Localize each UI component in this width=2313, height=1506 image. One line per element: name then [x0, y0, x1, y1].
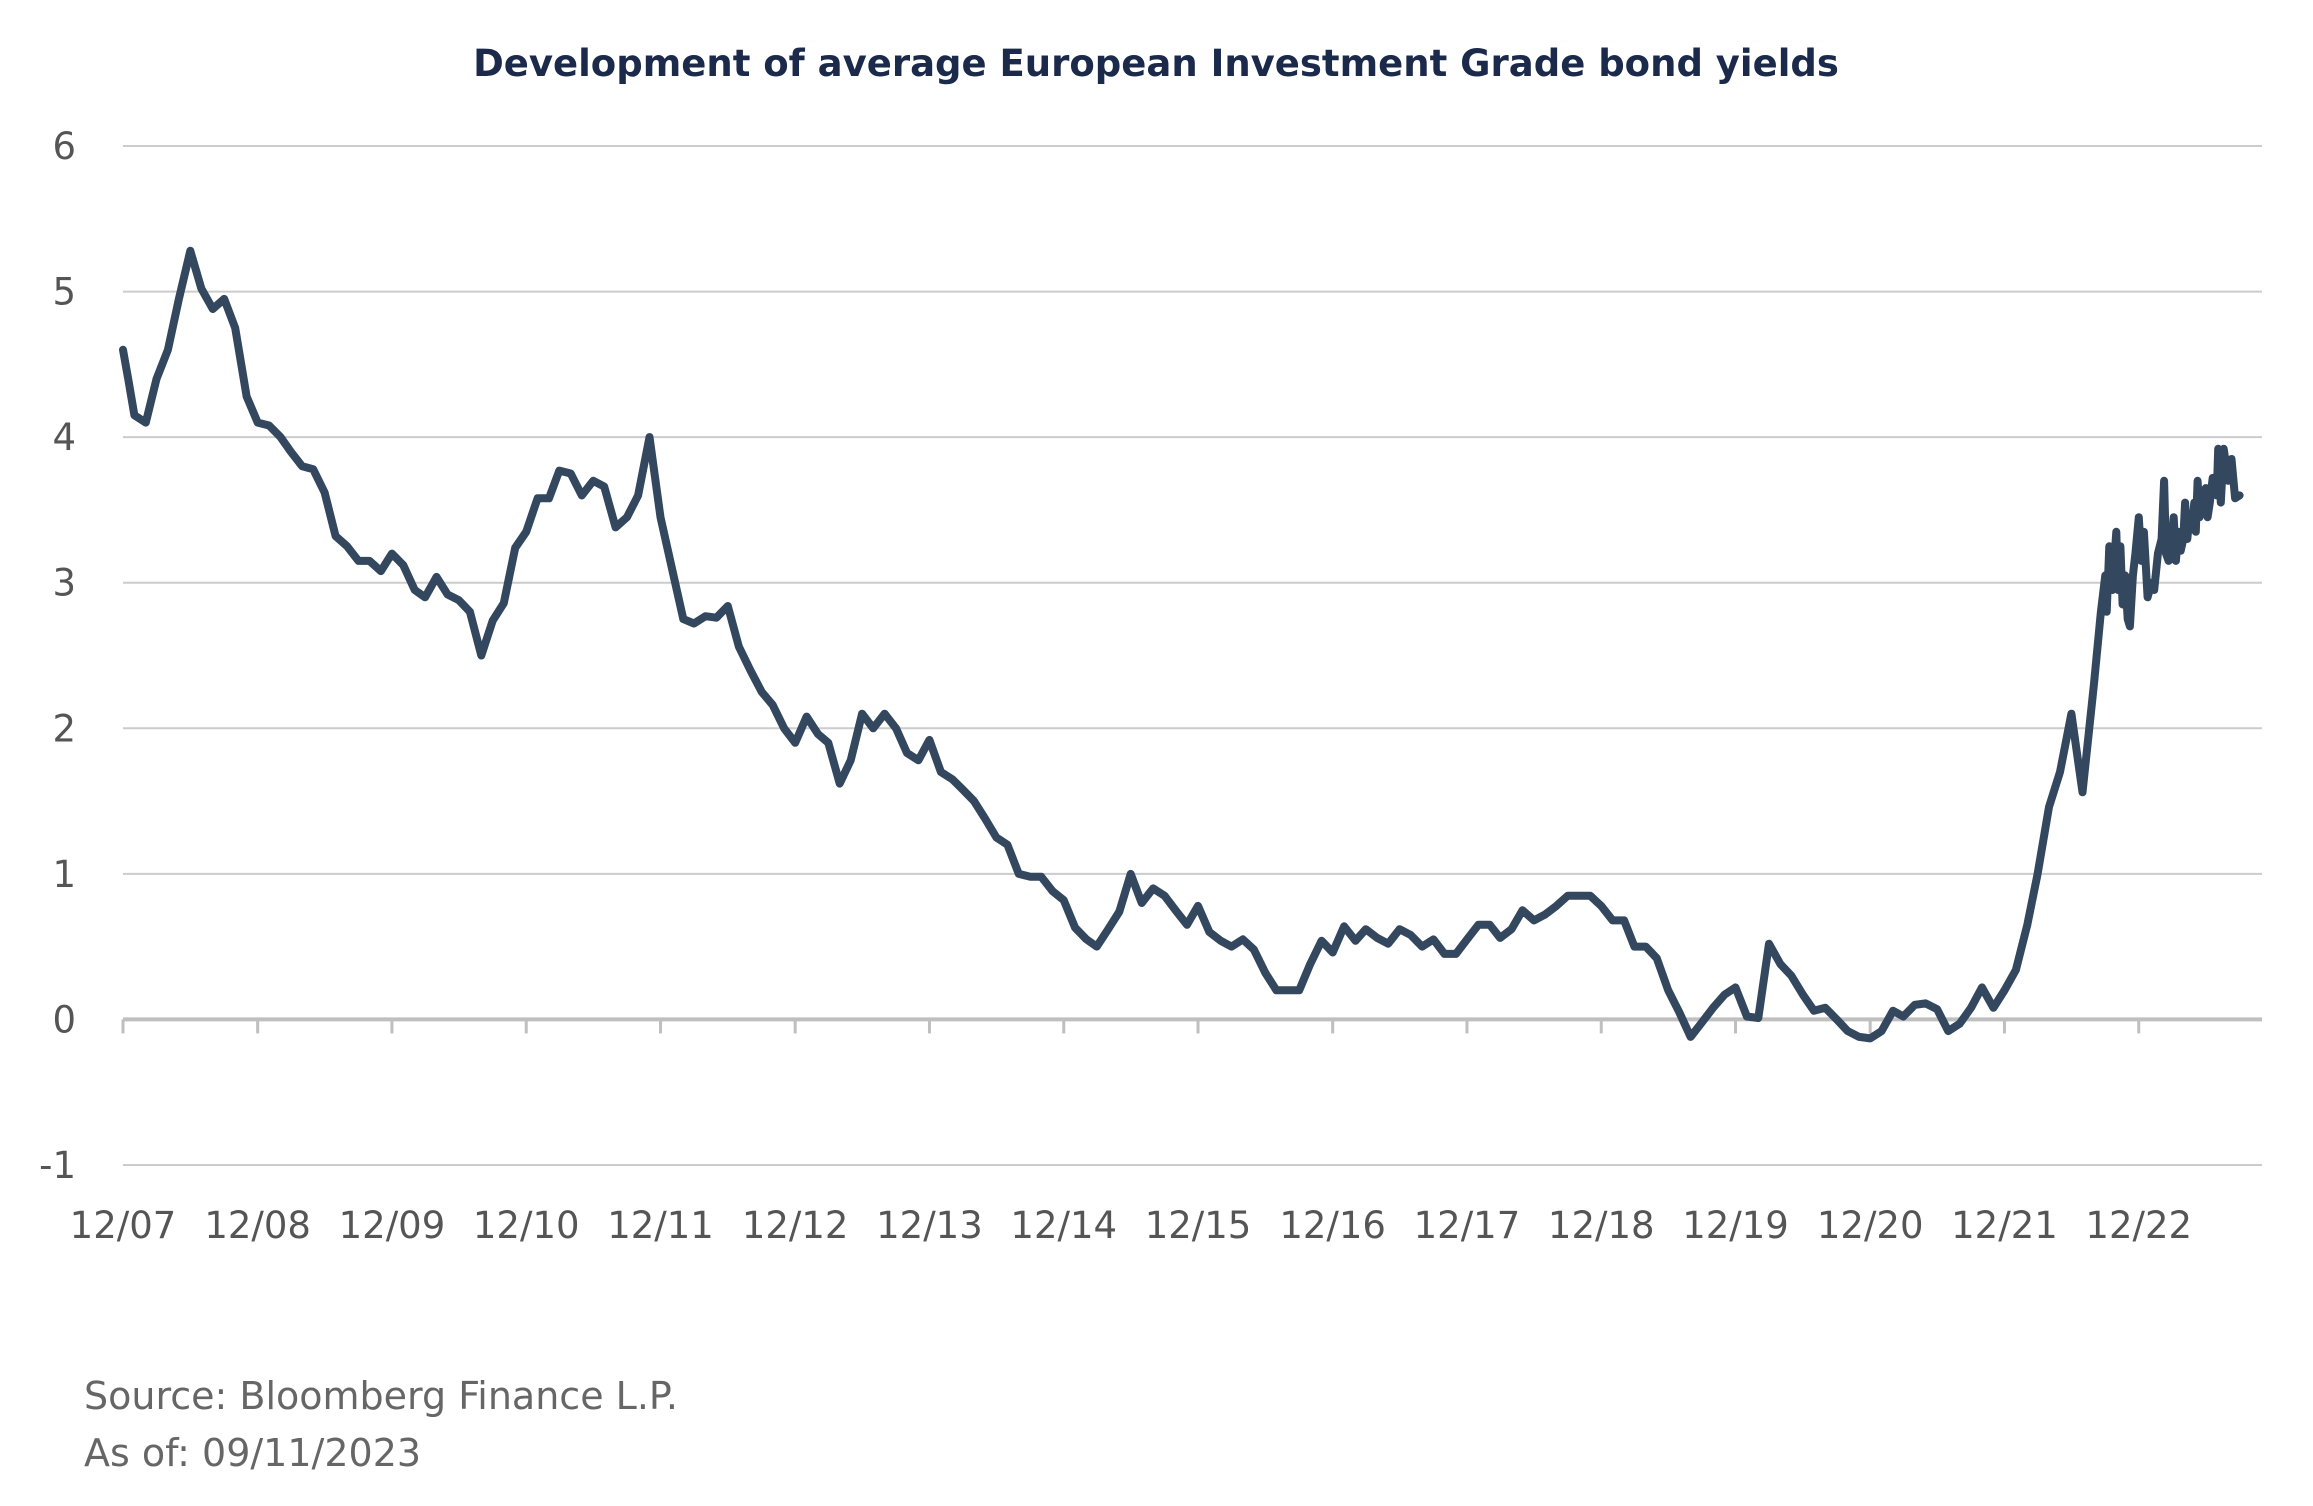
x-tick-label: 12/21 — [1951, 1204, 2058, 1247]
x-axis-tick-labels: 12/07 12/08 12/09 12/10 12/11 12/12 12/13 12/14… — [70, 1204, 2192, 1247]
gridlines — [123, 145, 2262, 1166]
x-tick-label: 12/16 — [1279, 1204, 1386, 1247]
x-tick-label: 12/15 — [1145, 1204, 1252, 1247]
x-tick-label: 12/18 — [1548, 1204, 1655, 1247]
x-tick-label: 12/11 — [607, 1204, 714, 1247]
y-tick-label: 3 — [52, 562, 76, 605]
series-layer — [119, 246, 2244, 1043]
y-tick-label: 5 — [52, 271, 76, 314]
y-tick-label: 4 — [52, 416, 76, 459]
chart-title: Development of average European Investme… — [473, 42, 1839, 85]
x-tick-label: 12/10 — [473, 1204, 580, 1247]
as-of-note: As of: 09/11/2023 — [84, 1431, 422, 1475]
x-tick-label: 12/17 — [1414, 1204, 1521, 1247]
x-tick-label: 12/13 — [876, 1204, 983, 1247]
y-tick-label: 1 — [52, 853, 76, 896]
source-note: Source: Bloomberg Finance L.P. — [84, 1374, 678, 1418]
x-tick-label: 12/12 — [742, 1204, 849, 1247]
y-tick-label: 0 — [52, 998, 76, 1041]
y-axis-tick-labels: 6 5 4 3 2 1 0 -1 — [39, 125, 76, 1187]
x-tick-label: 12/20 — [1817, 1204, 1924, 1247]
yield-series-line — [119, 246, 2244, 1043]
x-tick-label: 12/07 — [70, 1204, 177, 1247]
x-tick-label: 12/09 — [339, 1204, 446, 1247]
x-tick-label: 12/14 — [1010, 1204, 1117, 1247]
y-tick-label: 2 — [52, 707, 76, 750]
x-tick-label: 12/22 — [2085, 1204, 2192, 1247]
x-tick-label: 12/19 — [1682, 1204, 1789, 1247]
y-tick-label: 6 — [52, 125, 76, 168]
x-tick-label: 12/08 — [204, 1204, 311, 1247]
y-tick-label: -1 — [39, 1144, 76, 1187]
